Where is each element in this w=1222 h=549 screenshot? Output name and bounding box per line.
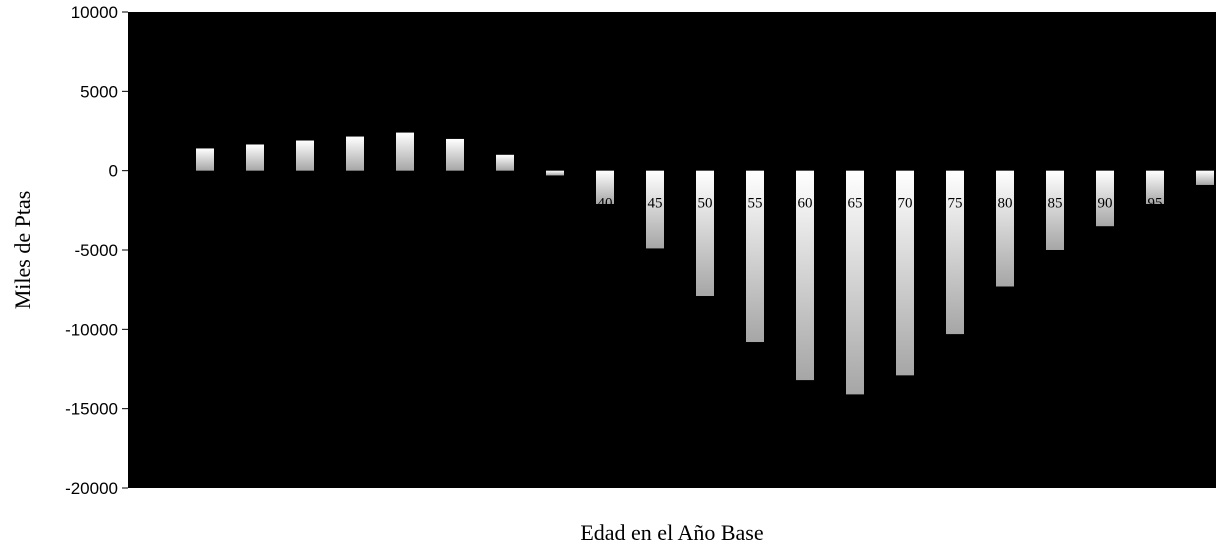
x-tick-label: 90 — [1098, 196, 1113, 212]
bar-20 — [396, 132, 414, 171]
bar-100 — [1196, 170, 1214, 185]
x-tick-label: 95 — [1148, 196, 1163, 212]
bar-15 — [346, 136, 364, 171]
y-axis-label: Miles de Ptas — [10, 191, 35, 310]
x-tick-label: 65 — [848, 196, 863, 212]
x-tick-label: 85 — [1048, 196, 1063, 212]
x-tick-label: 75 — [948, 196, 963, 212]
bar-65 — [846, 170, 864, 395]
bar-70 — [896, 170, 914, 376]
x-tick-label: 60 — [798, 196, 813, 212]
bar-55 — [746, 170, 764, 343]
y-tick-label: 5000 — [80, 82, 118, 101]
plot-area — [128, 12, 1216, 488]
bar-50 — [696, 170, 714, 297]
bar-25 — [446, 138, 464, 171]
bar-0 — [196, 148, 214, 171]
bar-85 — [1046, 170, 1064, 250]
bars — [196, 132, 1214, 395]
bar-5 — [246, 144, 264, 171]
bar-90 — [1096, 170, 1114, 227]
bar-60 — [796, 170, 814, 381]
y-tick-label: -20000 — [65, 479, 118, 498]
bar-40 — [596, 170, 614, 204]
x-tick-label: 70 — [898, 196, 913, 212]
x-tick-label: 45 — [648, 196, 663, 212]
y-tick-label: 0 — [109, 162, 118, 181]
x-tick-label: 80 — [998, 196, 1013, 212]
bar-10 — [296, 140, 314, 171]
bar-35 — [546, 170, 564, 176]
y-tick-label: -5000 — [75, 241, 118, 260]
x-tick-label: 40 — [598, 196, 613, 212]
y-tick-label: -15000 — [65, 400, 118, 419]
y-tick-label: 10000 — [71, 3, 118, 22]
x-tick-labels: 40 45 50 55 60 65 70 75 80 85 90 95 — [598, 196, 1163, 212]
bar-75 — [946, 170, 964, 335]
bar-45 — [646, 170, 664, 249]
bar-80 — [996, 170, 1014, 287]
bar-95 — [1146, 170, 1164, 204]
x-tick-label: 55 — [748, 196, 763, 212]
x-axis-label: Edad en el Año Base — [580, 520, 763, 545]
y-tick-label: -10000 — [65, 320, 118, 339]
bar-30 — [496, 154, 514, 171]
y-axis: 10000 5000 0 -5000 -10000 -15000 -20000 — [65, 3, 128, 498]
x-tick-label: 50 — [698, 196, 713, 212]
